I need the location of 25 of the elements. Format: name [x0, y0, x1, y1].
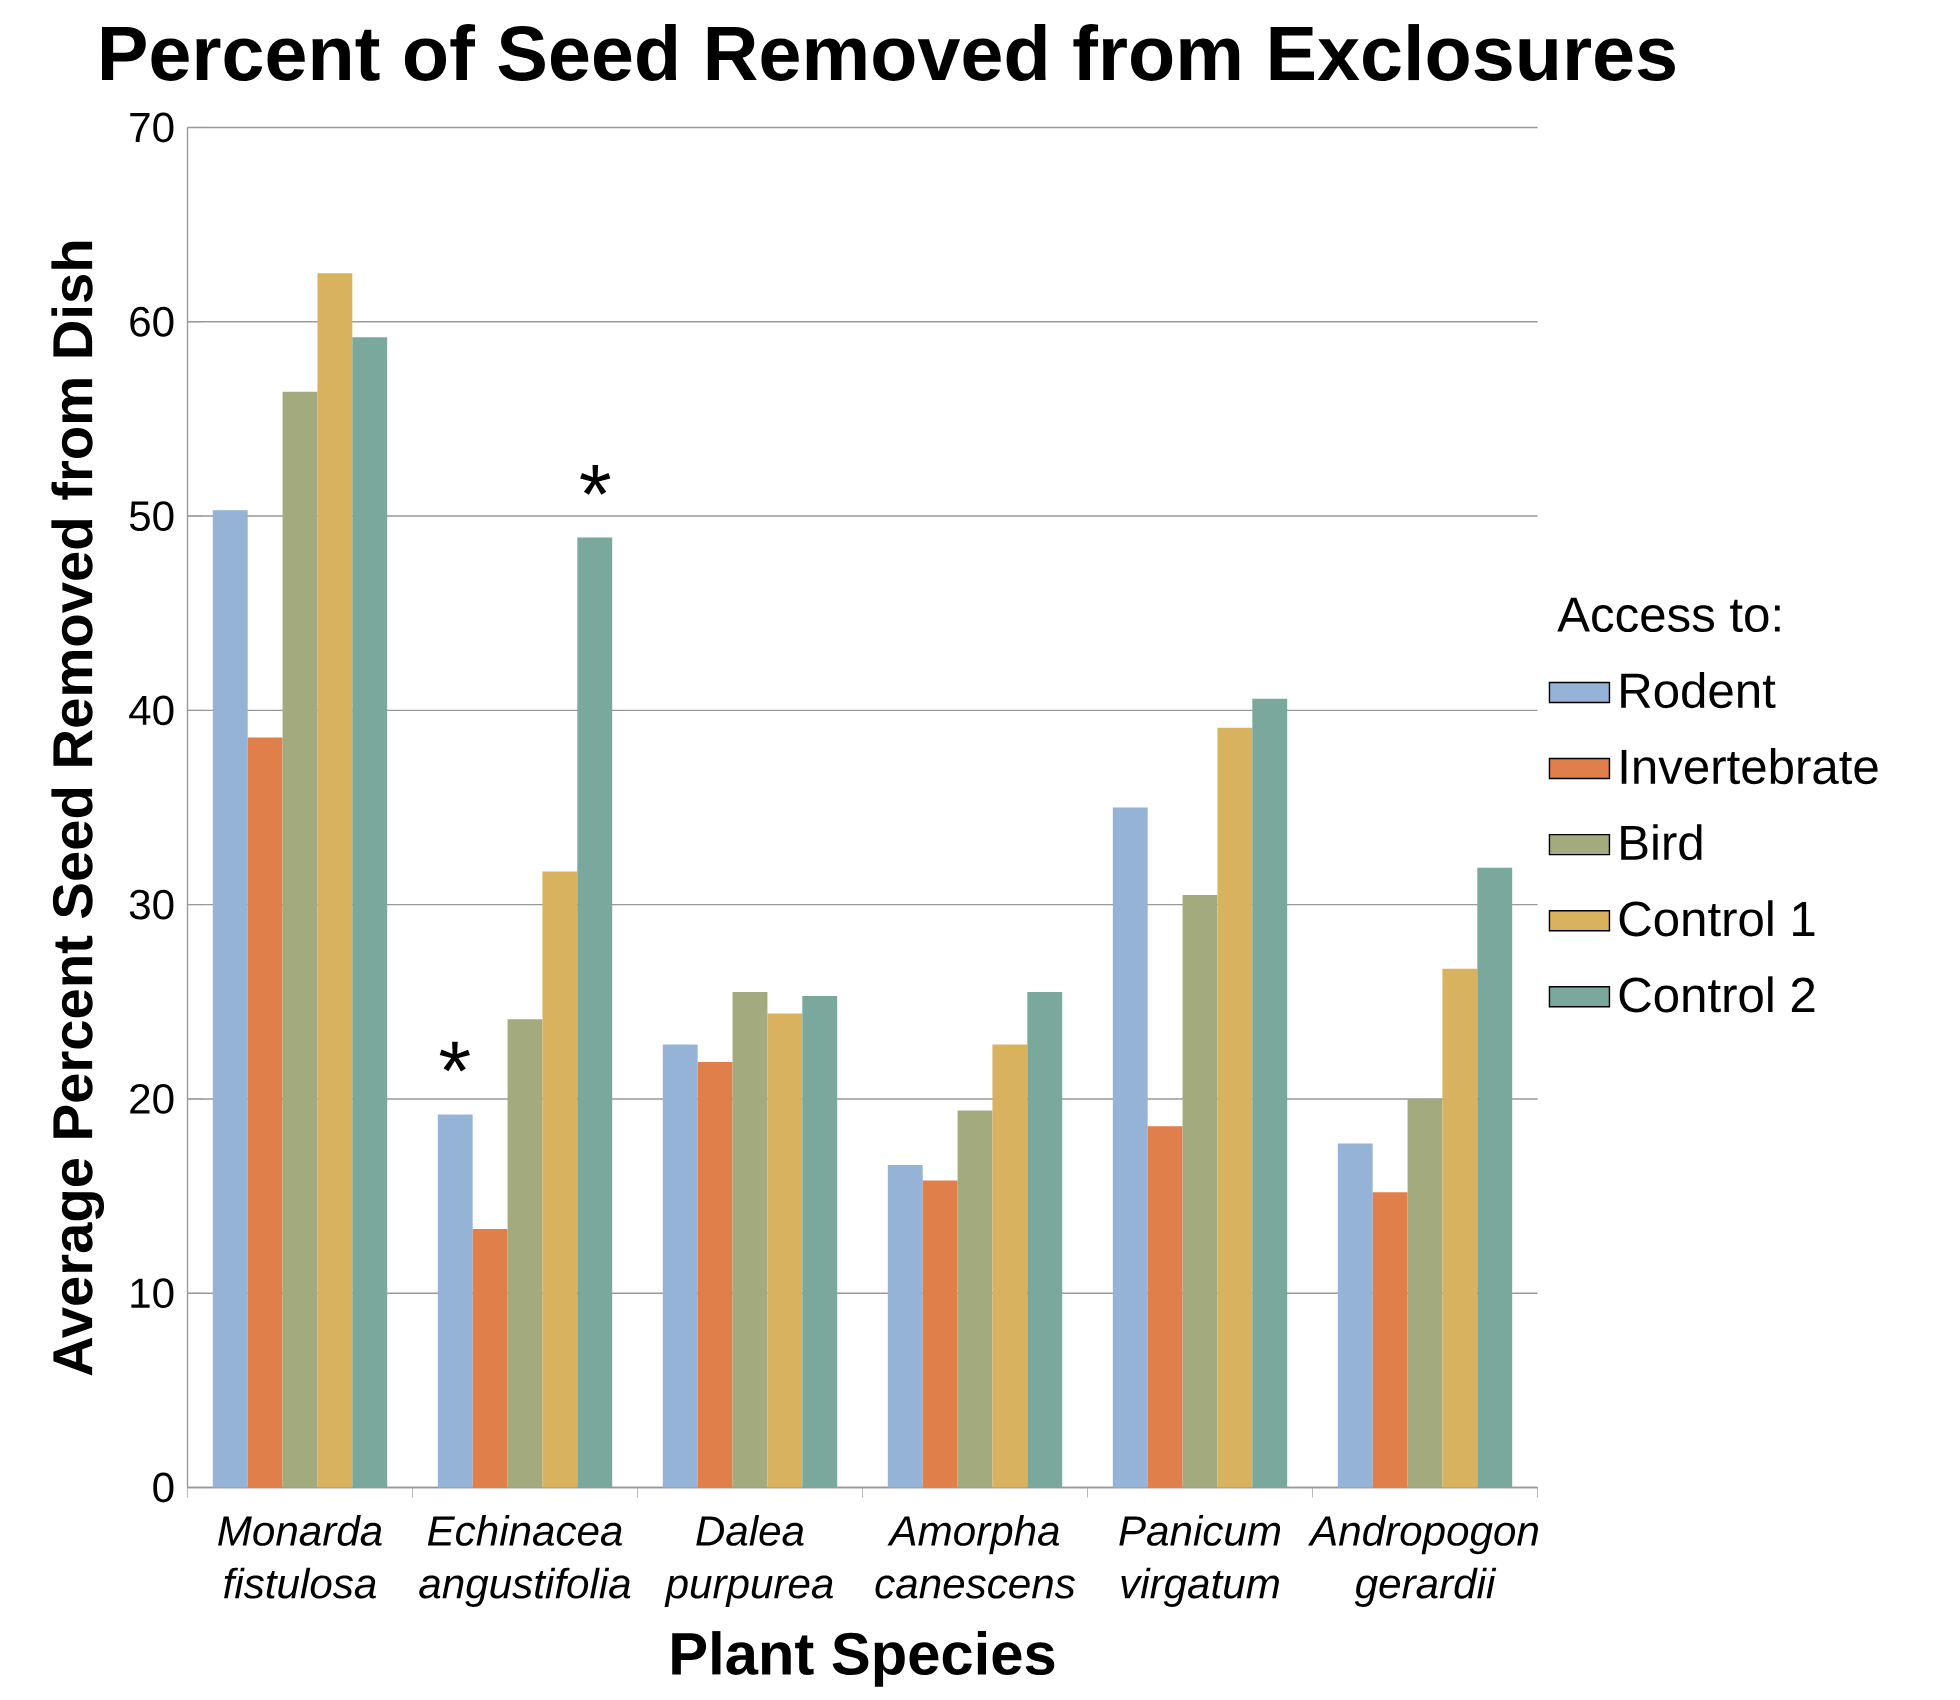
x-tick-label: Dalea purpurea: [664, 1514, 833, 1607]
x-tick-label: Monarda fistulosa: [218, 1514, 382, 1599]
annotation: *: [580, 465, 611, 495]
legend-label: Invertebrate: [1621, 748, 1878, 785]
x-tick-label: Andropogon gerardii: [1308, 1514, 1538, 1607]
legend-label: Control 1: [1619, 900, 1815, 937]
chart-title: Percent of Seed Removed from Exclosures: [102, 24, 1675, 81]
legend-label: Control 2: [1619, 976, 1815, 1013]
y-tick-label: 40: [129, 695, 174, 726]
y-tick-label: 50: [129, 501, 174, 531]
x-tick-label: Amorpha canescens: [875, 1514, 1075, 1599]
legend-label: Bird: [1621, 824, 1702, 861]
y-tick-label: 10: [131, 1278, 174, 1309]
y-tick-label: 70: [130, 112, 174, 143]
y-tick-label: 0: [153, 1472, 174, 1503]
annotation: *: [439, 1041, 470, 1072]
y-axis-title: Average Percent Seed Removed from Dish: [51, 241, 105, 1376]
x-tick-label: Echinacea angustifolia: [419, 1514, 631, 1607]
x-tick-label: Panicum virgatum: [1119, 1514, 1281, 1607]
y-tick-label: 30: [129, 889, 174, 920]
y-tick-label: 20: [130, 1084, 174, 1114]
y-tick-label: 60: [130, 306, 174, 337]
legend-label: Rodent: [1621, 672, 1776, 709]
x-axis-title: Plant Species: [672, 1631, 1055, 1687]
legend-title: Access to:: [1557, 597, 1780, 633]
